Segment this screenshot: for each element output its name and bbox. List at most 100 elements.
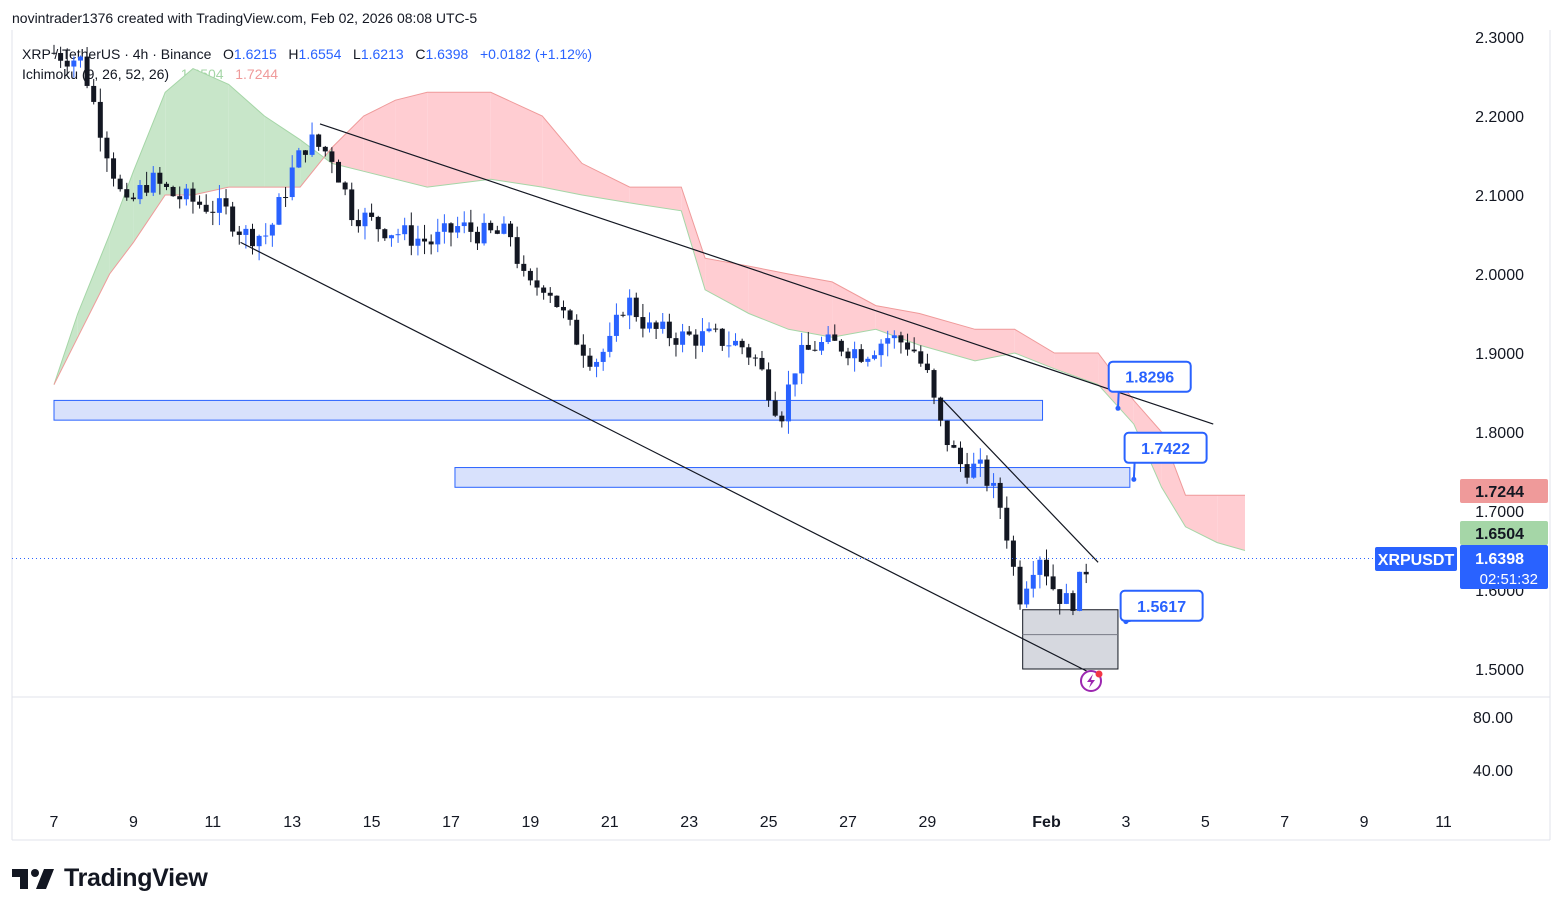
candle-up (435, 231, 441, 245)
support-zone-1 (53, 399, 1044, 421)
cloud-segment (832, 281, 876, 338)
candle-down (911, 349, 917, 352)
candle-down (693, 334, 699, 346)
x-tick-label: 3 (1121, 814, 1130, 831)
candle-up (1037, 559, 1043, 575)
cloud-segment (427, 92, 491, 188)
cloud-bottom-badge-text: 1.6504 (1475, 526, 1524, 543)
candle-down (448, 223, 454, 233)
tradingview-logo[interactable]: TradingView (12, 864, 208, 893)
candle-up (461, 222, 467, 227)
x-tick-label: 25 (760, 814, 778, 831)
x-tick-label: 19 (522, 814, 540, 831)
candle-down (547, 292, 553, 296)
candle-up (852, 349, 858, 359)
alert-icon[interactable] (1080, 670, 1103, 692)
candle-down (64, 60, 70, 67)
candle-down (905, 342, 911, 350)
callout-pointer (1132, 462, 1136, 480)
candle-down (633, 297, 639, 318)
y-tick-label: 2.2000 (1475, 109, 1524, 126)
lower-trendline (240, 241, 1099, 678)
candle-down (812, 349, 818, 351)
ticker-badge[interactable] (1375, 547, 1457, 571)
candle-down (316, 134, 322, 147)
candle-up (415, 238, 421, 246)
support-zone-2 (454, 467, 1131, 488)
price-axis[interactable]: 2.3000 2.2000 2.1000 2.0000 1.9000 1.8000 1.70… (1475, 30, 1524, 679)
x-tick-label: 7 (50, 814, 59, 831)
callout-label: 1.5617 (1137, 599, 1186, 616)
candle-up (819, 342, 825, 351)
cloud-segment (788, 274, 833, 338)
candle-down (931, 370, 937, 398)
candle-down (144, 185, 150, 193)
candle-down (474, 231, 480, 244)
cloud-segment (542, 116, 582, 195)
candle-up (825, 334, 831, 343)
candle-down (51, 52, 57, 54)
candle-down (117, 178, 123, 190)
candle-down (342, 182, 348, 190)
callouts-layer: 1.8296 1.7422 1.5617 (1107, 360, 1208, 625)
time-axis[interactable]: 7 9 11 13 15 17 19 21 23 25 27 29 Feb 3 5 7 9 11 (50, 814, 1452, 831)
candle-up (183, 188, 189, 200)
candle-down (223, 198, 229, 207)
y-tick-label: 1.9000 (1475, 346, 1524, 363)
candle-down (858, 349, 864, 362)
x-tick-label: 11 (204, 814, 221, 831)
candle-down (686, 331, 692, 335)
candle-down (713, 328, 719, 330)
cloud-segment (875, 305, 920, 346)
candle-down (408, 225, 414, 246)
callout-anchor-dot (1115, 405, 1121, 411)
candle-up (726, 345, 732, 347)
candle-down (322, 146, 328, 152)
candle-down (580, 344, 586, 356)
cloud-segment (681, 187, 706, 290)
x-tick-label: 7 (1280, 814, 1289, 831)
candle-up (388, 235, 394, 239)
candle-down (203, 204, 209, 212)
symbol-label[interactable]: XRP / TetherUS · 4h · Binance (22, 46, 212, 62)
candle-up (1063, 593, 1069, 604)
candle-up (256, 235, 262, 247)
candle-down (1044, 559, 1049, 577)
candle-up (455, 226, 461, 233)
candle-down (534, 280, 540, 288)
candle-down (104, 137, 110, 159)
candle-down (210, 211, 216, 213)
candle-down (488, 222, 494, 231)
candle-down (832, 334, 838, 341)
cloud-segment (300, 139, 332, 188)
low-label: L (353, 46, 361, 62)
zones-layer (53, 399, 1131, 670)
candle-down (1004, 507, 1010, 541)
y-tick-label: 2.0000 (1475, 267, 1524, 284)
candle-down (236, 231, 242, 235)
candle-down (58, 53, 64, 61)
cloud-segment (975, 329, 1015, 361)
high-label: H (288, 46, 299, 62)
candle-up (441, 223, 447, 232)
tradingview-logo-text: TradingView (64, 864, 208, 892)
candle-up (799, 344, 805, 374)
candle-down (375, 216, 381, 230)
candle-down (640, 317, 646, 329)
close-value: 1.6398 (425, 46, 469, 62)
candle-down (772, 400, 778, 416)
cloud-segment (264, 116, 301, 188)
callout-pointer (1116, 391, 1120, 409)
x-tick-label: 11 (1435, 814, 1452, 831)
candle-down (428, 241, 434, 245)
candle-down (163, 183, 169, 187)
candle-down (468, 222, 474, 232)
cloud-segment (629, 187, 682, 211)
candle-up (607, 335, 613, 352)
indicator-label[interactable]: Ichimoku (9, 26, 52, 26) (22, 66, 170, 82)
open-label: O (223, 46, 234, 62)
x-tick-label: Feb (1032, 814, 1061, 831)
candle-down (382, 229, 388, 239)
senkou-span-a (53, 68, 1246, 551)
